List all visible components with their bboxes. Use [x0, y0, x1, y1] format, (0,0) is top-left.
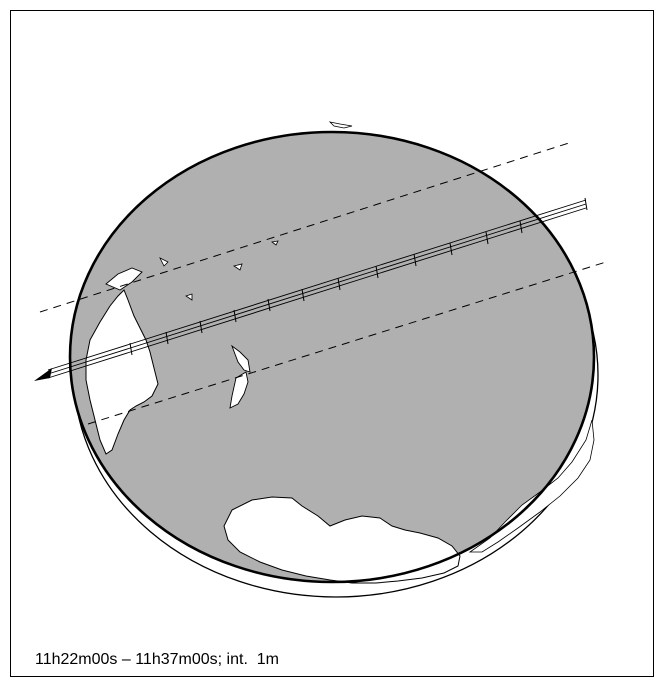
- northern-limit-dashed: [39, 141, 573, 313]
- minute-ticks: [129, 220, 523, 356]
- map-frame: [10, 10, 654, 677]
- central-path-center: [47, 203, 587, 375]
- island: [159, 257, 169, 267]
- new-zealand-south: [229, 371, 249, 409]
- central-path-north: [47, 199, 587, 371]
- penumbra-boundary: [68, 130, 596, 584]
- time-range-caption: 11h22m00s – 11h37m00s; int. 1m: [35, 651, 279, 668]
- new-zealand-north: [231, 344, 251, 373]
- antarctica: [223, 496, 461, 584]
- antarctic-coast-east: [468, 419, 595, 553]
- new-guinea: [105, 267, 143, 291]
- island: [328, 121, 353, 129]
- central-path-south: [47, 207, 587, 379]
- island: [271, 240, 279, 246]
- southern-limit-dashed: [87, 261, 607, 425]
- direction-arrow: [34, 368, 52, 381]
- island: [185, 293, 193, 301]
- path-end-cap: [584, 197, 588, 211]
- australia: [85, 289, 159, 455]
- penumbra-disc: [70, 132, 594, 582]
- island: [233, 263, 243, 271]
